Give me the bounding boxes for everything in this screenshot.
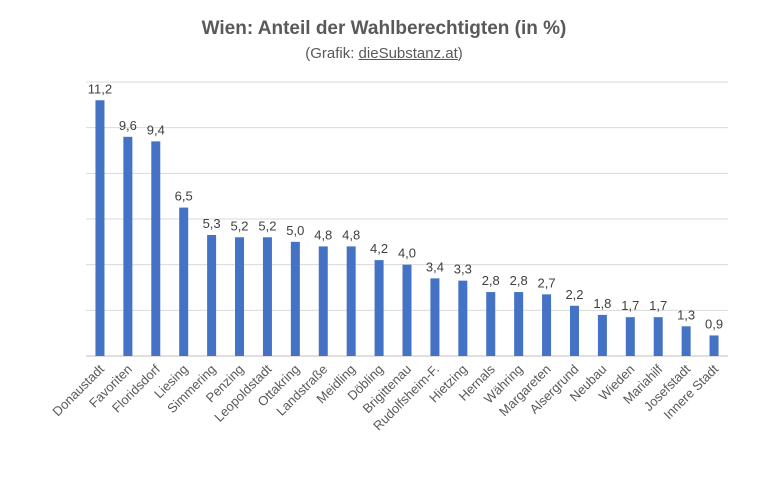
bar-15[interactable]	[514, 292, 524, 356]
bar-11[interactable]	[402, 264, 412, 356]
bars	[95, 100, 719, 357]
bar-14[interactable]	[486, 292, 496, 356]
bar-19[interactable]	[625, 317, 635, 356]
bar-10[interactable]	[374, 260, 384, 356]
bar-8[interactable]	[318, 246, 328, 356]
data-label-5: 5,2	[230, 218, 248, 233]
data-label-19: 1,7	[621, 298, 639, 313]
source-link[interactable]: dieSubstanz.at	[358, 45, 458, 62]
data-label-20: 1,7	[649, 298, 667, 313]
data-label-0: 11,2	[88, 81, 112, 96]
bar-22[interactable]	[709, 335, 719, 356]
data-label-21: 1,3	[677, 307, 695, 322]
chart-title: Wien: Anteil der Wahlberechtigten (in %)	[201, 18, 567, 39]
data-label-7: 5,0	[286, 223, 304, 238]
bar-1[interactable]	[123, 136, 133, 356]
data-label-9: 4,8	[342, 227, 360, 242]
bar-18[interactable]	[597, 314, 607, 356]
bar-13[interactable]	[458, 280, 468, 356]
bar-6[interactable]	[262, 237, 272, 356]
bar-4[interactable]	[207, 234, 217, 356]
data-label-18: 1,8	[593, 296, 611, 311]
data-label-8: 4,8	[314, 227, 332, 242]
bar-5[interactable]	[235, 237, 245, 356]
data-labels: 11,2 9,6 9,4 6,5 5,3 5,2 5,2 5,0 4,8 4,8 4,2 4,0 3,4…	[88, 81, 723, 331]
data-label-6: 5,2	[258, 218, 276, 233]
data-label-3: 6,5	[175, 189, 193, 204]
data-label-16: 2,7	[538, 275, 556, 290]
chart-subtitle: (Grafik: dieSubstanz.at)	[0, 45, 768, 62]
data-label-11: 4,0	[398, 246, 416, 261]
bar-9[interactable]	[346, 246, 356, 356]
bar-20[interactable]	[653, 317, 663, 356]
bar-2[interactable]	[151, 141, 161, 356]
data-label-12: 3,4	[426, 259, 444, 274]
data-label-13: 3,3	[454, 262, 472, 277]
data-label-10: 4,2	[370, 241, 388, 256]
data-label-22: 0,9	[705, 316, 723, 331]
bar-12[interactable]	[430, 278, 440, 356]
bar-17[interactable]	[569, 305, 579, 356]
bar-0[interactable]	[95, 100, 105, 357]
bar-21[interactable]	[681, 326, 691, 356]
category-labels: DonaustadtFavoritenFloridsdorfLiesingSim…	[49, 361, 721, 433]
bar-3[interactable]	[179, 207, 189, 356]
data-label-4: 5,3	[203, 216, 221, 231]
bar-7[interactable]	[290, 241, 300, 356]
data-label-14: 2,8	[482, 273, 500, 288]
subtitle-prefix: (Grafik:	[305, 45, 359, 62]
data-label-17: 2,2	[565, 287, 583, 302]
data-label-15: 2,8	[510, 273, 528, 288]
data-label-1: 9,6	[119, 118, 137, 133]
subtitle-suffix: )	[457, 45, 463, 62]
bar-16[interactable]	[542, 294, 552, 356]
data-label-2: 9,4	[147, 122, 165, 137]
